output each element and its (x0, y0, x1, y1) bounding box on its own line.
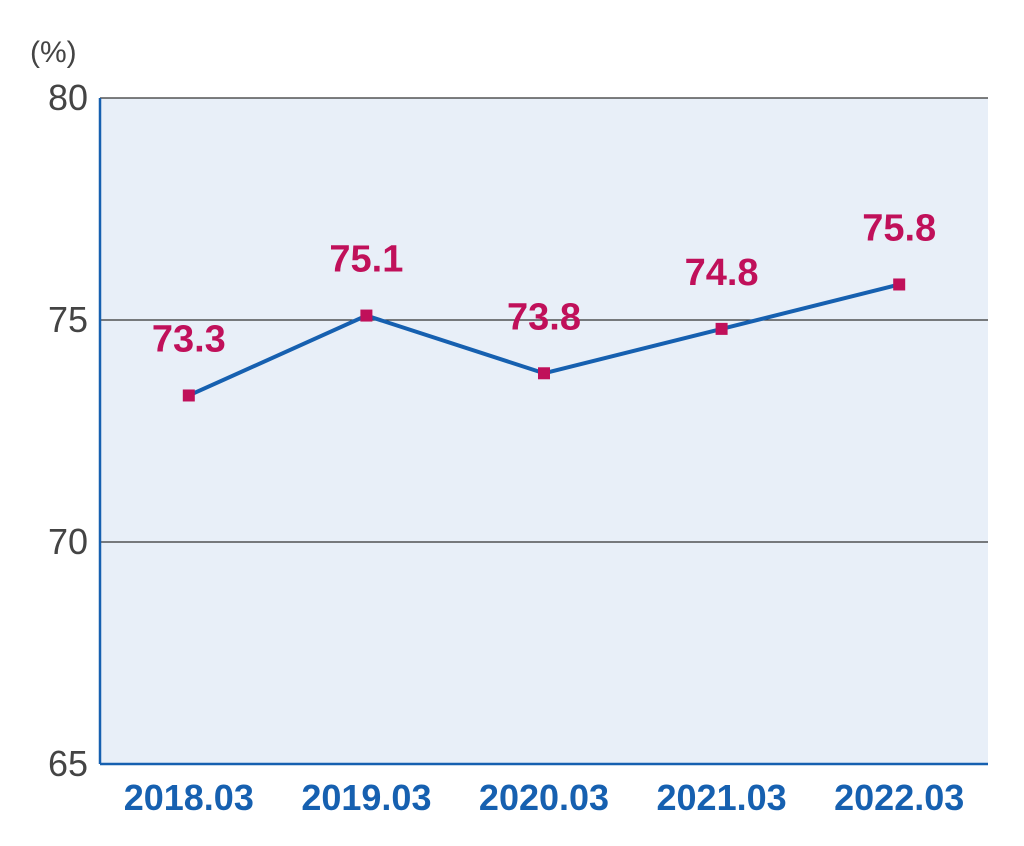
data-point-marker (360, 309, 373, 322)
x-tick-labels: 2018.03 2019.03 2020.03 2021.03 2022.03 (124, 777, 965, 818)
data-labels: 73.3 75.1 73.8 74.8 75.8 (152, 207, 936, 360)
x-tick-label: 2022.03 (834, 777, 964, 818)
y-tick-label: 70 (48, 521, 88, 562)
data-point-marker (893, 278, 906, 291)
plot-area (100, 98, 988, 764)
x-tick-label: 2021.03 (657, 777, 787, 818)
data-label: 75.1 (329, 239, 403, 281)
y-tick-label: 80 (48, 77, 88, 118)
data-markers (182, 278, 906, 402)
y-unit-label: (%) (30, 36, 77, 69)
gridlines (100, 97, 988, 543)
data-label: 75.8 (862, 207, 936, 249)
x-tick-label: 2019.03 (301, 777, 431, 818)
data-point-marker (538, 367, 550, 380)
data-label: 73.8 (507, 296, 581, 338)
y-tick-labels: 65 70 75 80 (48, 77, 88, 784)
data-point-marker (715, 322, 728, 335)
data-point-marker (182, 389, 195, 402)
y-tick-label: 75 (48, 299, 88, 340)
data-label: 73.3 (152, 318, 226, 360)
x-tick-label: 2018.03 (124, 777, 254, 818)
data-label: 74.8 (685, 252, 759, 294)
y-tick-label: 65 (48, 743, 88, 784)
x-tick-label: 2020.03 (479, 777, 609, 818)
